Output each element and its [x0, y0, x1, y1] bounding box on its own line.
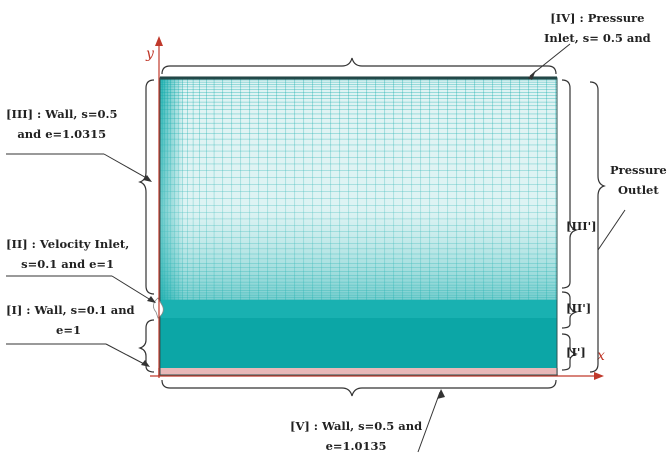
leader-wall-I-arrow: [141, 360, 150, 367]
label-wall-III-line2: and e=1.0315: [17, 127, 107, 141]
label-velocity-inlet-line2: s=0.1 and e=1: [21, 257, 115, 271]
right-brace-I: [561, 333, 578, 371]
label-region-II: [II']: [566, 301, 592, 315]
leader-pressure-outlet: [597, 209, 626, 251]
label-wall-I-line2: e=1: [56, 323, 81, 337]
label-pressure-inlet: [IV] : Pressure Inlet, s= 0.5 and: [544, 8, 651, 48]
leader-bottom-wall: [417, 391, 441, 453]
mesh-vertical-fade: [160, 78, 557, 318]
x-axis-arrow: [594, 372, 604, 380]
label-wall-III: [III] : Wall, s=0.5 and e=1.0315: [6, 104, 118, 144]
left-brace-lower: [138, 319, 155, 373]
mesh-dense-region-upper: [160, 300, 557, 320]
leader-wall-I-diagonal: [105, 343, 149, 367]
label-pressure-outlet-line1: Pressure: [610, 163, 667, 177]
top-brace: [161, 57, 557, 75]
pressure-outlet-brace: [589, 81, 606, 373]
label-velocity-inlet: [II] : Velocity Inlet, s=0.1 and e=1: [6, 234, 129, 274]
label-pressure-inlet-line1: [IV] : Pressure: [550, 11, 645, 25]
leader-top-right-arrow: [528, 70, 536, 80]
left-brace-upper: [138, 79, 155, 295]
label-pressure-outlet-line2: Outlet: [618, 183, 659, 197]
label-region-I: [I']: [566, 345, 586, 359]
y-axis-arrow: [155, 36, 163, 46]
label-wall-I: [I] : Wall, s=0.1 and e=1: [6, 300, 135, 340]
label-wall-III-line1: [III] : Wall, s=0.5: [6, 107, 118, 121]
label-pressure-outlet: Pressure Outlet: [610, 160, 667, 200]
leader-wall-III-diagonal: [103, 153, 151, 181]
leader-wall-III-arrow: [143, 175, 152, 182]
bottom-wall-strip: [158, 368, 558, 375]
domain-outline: [159, 77, 558, 376]
label-wall-I-line1: [I] : Wall, s=0.1 and: [6, 303, 135, 317]
label-velocity-inlet-line1: [II] : Velocity Inlet,: [6, 237, 130, 251]
leader-bottom-wall-arrow: [437, 389, 445, 399]
label-bottom-wall: [V] : Wall, s=0.5 and e=1.0135: [290, 416, 422, 456]
right-brace-III: [561, 79, 578, 289]
right-brace-II: [561, 291, 578, 329]
mesh-dense-region-lower: [160, 318, 557, 368]
label-bottom-wall-line2: e=1.0135: [325, 439, 387, 453]
label-bottom-wall-line1: [V] : Wall, s=0.5 and: [290, 419, 423, 433]
label-pressure-inlet-line2: Inlet, s= 0.5 and: [544, 31, 651, 45]
label-region-III: [III']: [566, 219, 597, 233]
leader-velocity-inlet-arrow: [147, 296, 156, 303]
velocity-inlet-notch: [153, 297, 164, 319]
leader-top-right: [529, 43, 571, 77]
x-axis-label: x: [597, 348, 605, 364]
leader-velocity-inlet-diagonal: [111, 275, 155, 303]
y-axis-label: y: [145, 46, 155, 62]
bottom-brace: [161, 379, 557, 397]
